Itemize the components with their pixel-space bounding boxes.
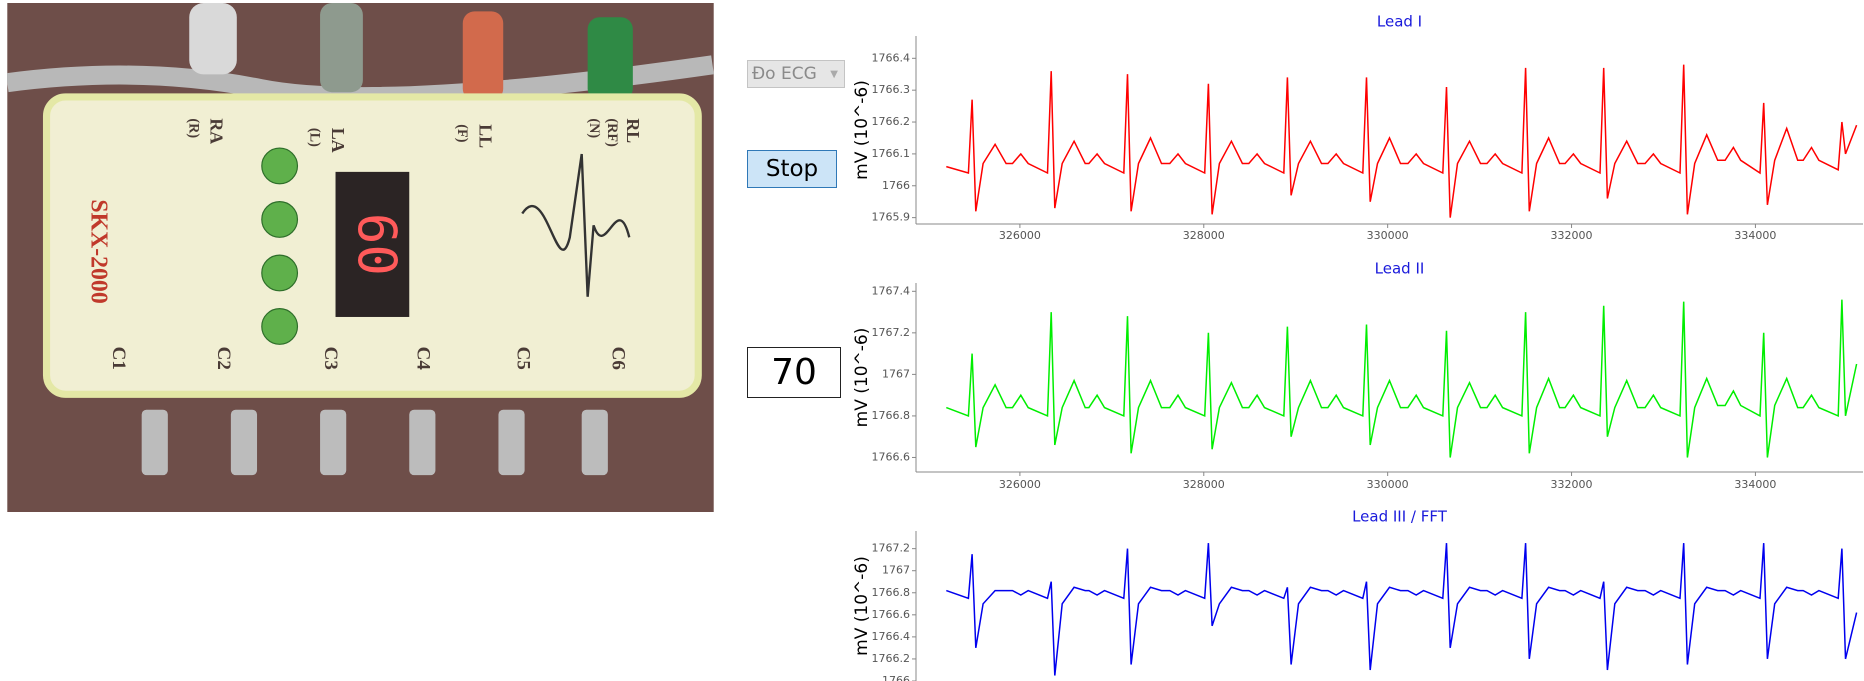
y-tick-label: 1766.4 (872, 630, 911, 643)
y-tick-label: 1767 (882, 564, 910, 577)
x-tick-label: 334000 (1734, 229, 1776, 242)
y-tick-label: 1766 (882, 674, 910, 681)
y-tick-label: 1766.6 (872, 608, 911, 621)
y-tick-label: 1766.2 (872, 115, 911, 128)
y-tick-label: 1767.2 (872, 542, 911, 555)
chart-title: Lead I (1377, 13, 1422, 31)
x-tick-label: 332000 (1551, 478, 1593, 491)
chart-title: Lead III / FFT (1352, 508, 1448, 526)
y-tick-label: 1767.4 (872, 284, 911, 297)
y-tick-label: 1766.6 (872, 450, 911, 463)
x-tick-label: 326000 (999, 229, 1041, 242)
y-tick-label: 1766.2 (872, 652, 911, 665)
charts: Lead I mV (10^-6) 1765.9 1766 1766.1 1766.2 17… (0, 0, 1864, 681)
y-tick-label: 1766.1 (872, 147, 911, 160)
x-tick-label: 334000 (1734, 478, 1776, 491)
chart-title: Lead II (1375, 260, 1425, 278)
x-tick-label: 328000 (1183, 478, 1225, 491)
y-axis-label: mV (10^-6) (852, 80, 872, 180)
x-tick-label: 326000 (999, 478, 1041, 491)
y-axis-label: mV (10^-6) (852, 328, 872, 428)
page: 60 SKX-2000 RA (R) LA (L) LL (F) RL (RF)… (0, 0, 1864, 681)
y-tick-label: 1766.3 (872, 83, 911, 96)
x-tick-label: 332000 (1551, 229, 1593, 242)
x-tick-label: 328000 (1183, 229, 1225, 242)
ecg-line (946, 300, 1856, 458)
y-tick-label: 1766.8 (872, 409, 911, 422)
y-tick-label: 1766.8 (872, 586, 911, 599)
y-tick-label: 1766 (882, 179, 910, 192)
y-tick-label: 1767 (882, 367, 910, 380)
y-tick-label: 1767.2 (872, 326, 911, 339)
y-tick-label: 1765.9 (872, 211, 911, 224)
y-axis-label: mV (10^-6) (852, 556, 872, 656)
x-tick-label: 330000 (1367, 478, 1409, 491)
y-tick-label: 1766.4 (872, 51, 911, 64)
ecg-line (946, 65, 1856, 218)
x-tick-label: 330000 (1367, 229, 1409, 242)
ecg-line (946, 543, 1856, 675)
